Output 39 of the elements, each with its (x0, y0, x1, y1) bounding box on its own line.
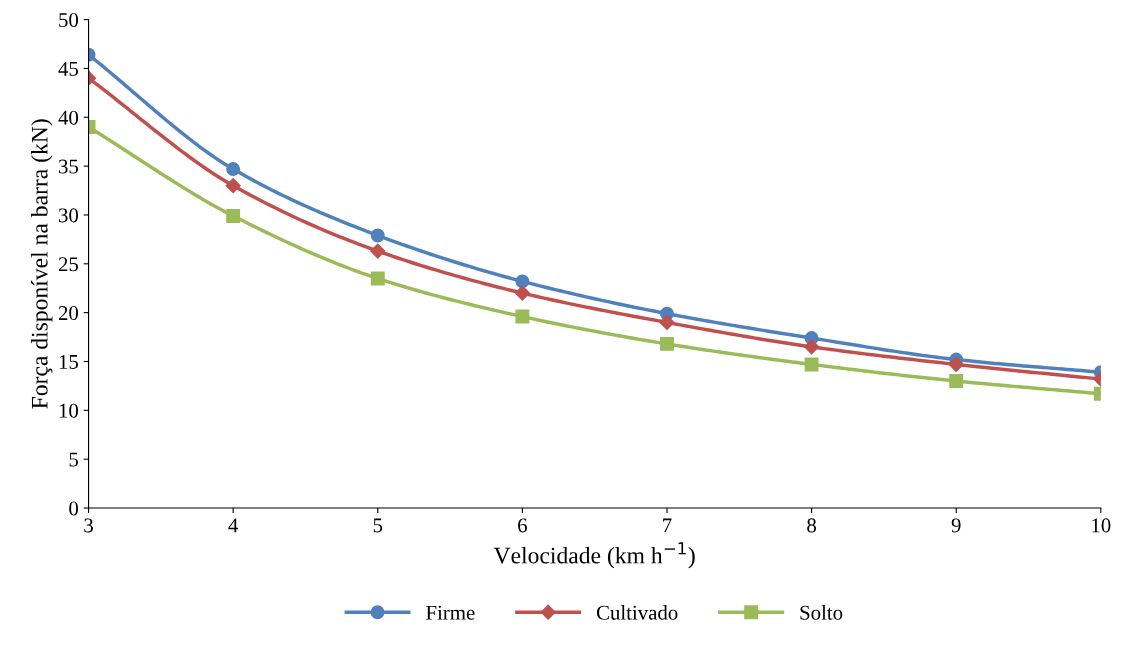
y-axis-title: Força disponível na barra (kN) (31, 119, 53, 409)
x-axis-title: Velocidade (km h$^{−1}$) (493, 542, 695, 569)
legend-label: Cultivado (596, 605, 678, 620)
point (226, 208, 241, 223)
x-tick-label: 8 (807, 518, 817, 533)
y-tick-label: 0 (69, 501, 79, 516)
x-tick-label: 9 (951, 518, 961, 533)
point (225, 178, 241, 194)
point (660, 336, 674, 351)
point (226, 162, 241, 176)
x-tick-label: 5 (373, 518, 383, 533)
y-tick-label: 45 (58, 61, 79, 76)
point (515, 274, 530, 289)
point (804, 357, 819, 372)
y-tick-label: 40 (58, 110, 79, 125)
y-tick-label: 10 (59, 403, 79, 418)
point (370, 243, 386, 259)
point (659, 314, 675, 330)
point (948, 356, 964, 373)
x-tick-label: 10 (1092, 518, 1111, 533)
x-tick-label: 6 (518, 518, 527, 533)
legend-label: Solto (800, 605, 843, 620)
point (370, 228, 385, 243)
y-tick-label: 50 (59, 12, 79, 28)
point (514, 285, 530, 301)
y-tick-label: 35 (59, 159, 79, 174)
y-tick-label: 15 (59, 354, 79, 369)
point (515, 309, 530, 324)
x-tick-label: 3 (84, 518, 93, 533)
y-tick-label: 25 (58, 257, 79, 272)
point (370, 271, 385, 286)
point (804, 339, 820, 355)
x-tick-label: 7 (663, 518, 672, 533)
y-tick-label: 30 (59, 208, 79, 223)
y-tick-label: 5 (69, 452, 79, 467)
y-tick-label: 20 (58, 306, 79, 321)
legend-label: Firme (426, 605, 475, 620)
x-tick-label: 4 (228, 518, 239, 533)
point (949, 374, 964, 388)
